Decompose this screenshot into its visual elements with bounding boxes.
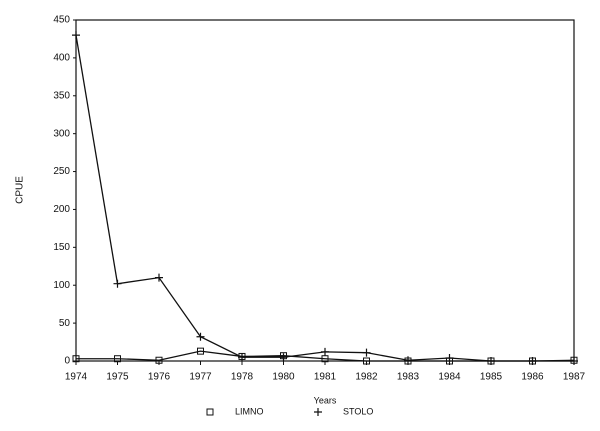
x-tick-label: 1985 [480,372,503,383]
x-axis-label: Years [314,395,337,405]
legend-marker [206,408,214,416]
data-marker [321,347,329,356]
data-marker [404,356,412,365]
x-tick-label: 1978 [231,372,254,383]
x-tick-label: 1976 [148,372,171,383]
x-tick-label: 1981 [314,372,337,383]
y-tick-label: 50 [59,318,71,329]
data-marker [570,357,578,365]
y-axis-label: CPUE [15,176,26,204]
data-marker [113,279,122,288]
legend-label: LIMNO [235,406,264,416]
x-tick-label: 1975 [106,372,129,383]
x-tick-label: 1982 [355,372,378,383]
data-marker [279,353,288,362]
data-marker [363,357,370,365]
x-tick-label: 1974 [65,372,88,383]
data-marker [197,347,204,355]
data-marker [362,348,371,357]
data-marker [72,355,80,363]
data-marker [528,357,537,365]
data-marker [196,332,205,341]
x-tick-label: 1983 [397,372,420,383]
y-tick-label: 250 [53,166,70,177]
y-tick-label: 200 [53,204,70,215]
legend-marker [314,408,322,416]
data-marker [445,353,454,362]
y-tick-label: 400 [53,53,70,64]
data-marker [114,355,121,363]
x-tick-label: 1987 [563,372,586,383]
y-tick-label: 0 [64,356,70,367]
data-marker [155,356,163,364]
x-tick-label: 1977 [189,372,212,383]
x-tick-label: 1984 [438,372,461,383]
y-tick-label: 150 [53,242,70,253]
data-marker [238,353,246,362]
x-tick-label: 1986 [521,372,544,383]
data-marker [72,31,80,40]
plot-frame [75,19,575,362]
legend-label: STOLO [343,406,373,416]
x-tick-label: 1980 [272,372,295,383]
y-tick-label: 450 [53,15,70,26]
y-tick-label: 350 [53,90,70,101]
series-line [75,35,574,362]
y-tick-label: 300 [53,128,70,139]
y-tick-label: 100 [53,280,70,291]
data-marker [487,357,495,365]
data-marker [155,273,163,282]
